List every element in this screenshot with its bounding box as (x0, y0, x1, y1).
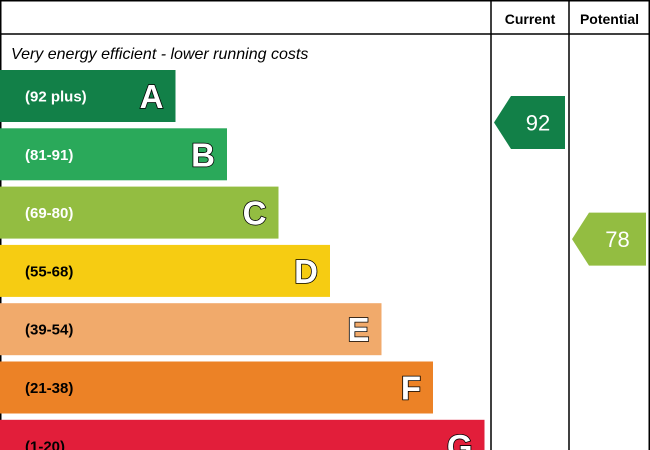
band-f-letter: F (401, 370, 421, 407)
band-a-range: (92 plus) (25, 89, 87, 106)
band-g-range: (1-20) (25, 438, 65, 450)
band-c-letter: C (243, 195, 267, 232)
band-e (0, 303, 382, 356)
band-c (0, 186, 279, 239)
potential-rating-arrow (572, 212, 646, 266)
rating-arrows: 92 78 (494, 96, 646, 266)
band-d-letter: D (294, 253, 318, 290)
band-b (0, 128, 227, 181)
band-f (0, 361, 433, 414)
band-c-range: (69-80) (25, 205, 73, 222)
band-e-letter: E (347, 311, 369, 348)
efficiency-caption: Very energy efficient - lower running co… (11, 46, 308, 63)
band-b-range: (81-91) (25, 147, 73, 164)
band-f-range: (21-38) (25, 380, 73, 397)
current-rating-arrow (494, 96, 565, 149)
potential-rating-value: 78 (605, 227, 629, 252)
band-g (0, 419, 485, 450)
band-a (0, 70, 176, 122)
potential-column-header: Potential (580, 11, 639, 27)
band-a-letter: A (140, 78, 164, 115)
current-column-header: Current (505, 11, 556, 27)
current-rating-value: 92 (526, 111, 550, 136)
rating-bands: (92 plus) A (81-91) B (69-80) C (55-68) D (39-54… (0, 70, 485, 450)
band-e-range: (39-54) (25, 322, 73, 339)
band-d-range: (55-68) (25, 263, 73, 280)
band-g-letter: G (447, 428, 473, 450)
band-b-letter: B (191, 136, 215, 173)
band-d (0, 244, 330, 297)
